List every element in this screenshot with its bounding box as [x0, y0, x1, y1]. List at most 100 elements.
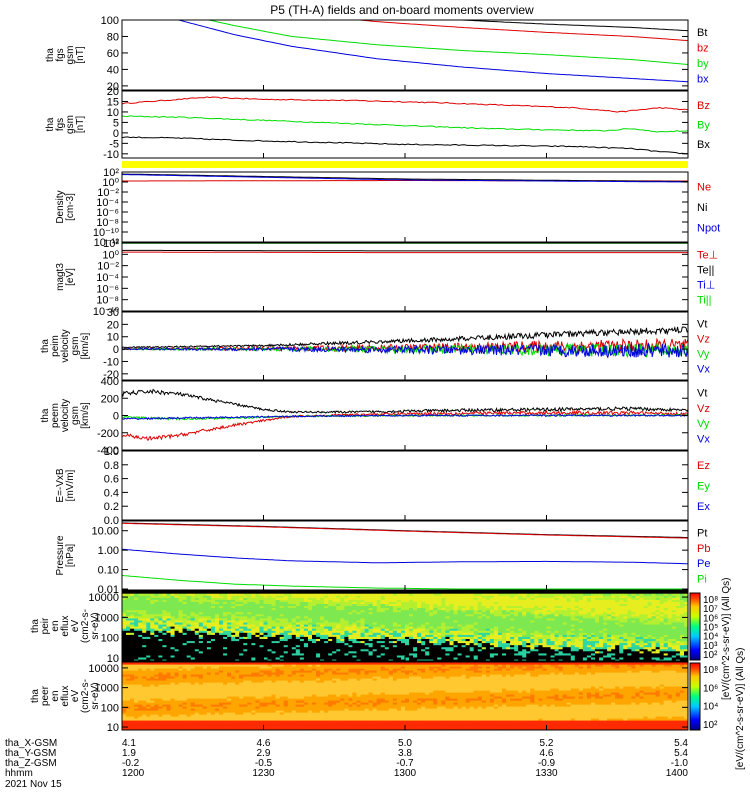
ylabel-pressure: Pressure[nPa] [55, 535, 76, 575]
frame-fgs_components [122, 91, 688, 158]
ytick-label-temperature: 10² [103, 238, 119, 250]
ylabel-line: [nPa] [65, 544, 76, 568]
date-label: 2021 Nov 15 [5, 779, 62, 790]
legend-peim_velocity-Vy: Vy [697, 349, 710, 361]
legend-fgs_components-Bz: Bz [697, 100, 710, 112]
colorbar-bottom [690, 663, 700, 730]
ytick-label-fgs_components: -5 [109, 138, 119, 150]
legend-fgs_total-bz: bz [697, 42, 709, 54]
ytick-label-fgs_components: 20 [107, 86, 119, 98]
ytick-label-peim_velocity: 10 [107, 332, 119, 344]
legend-fgs_components-Bx: Bx [697, 139, 710, 151]
axis-row-label: hhmm [5, 768, 33, 779]
ylabel-temperature: magt3[eV] [55, 263, 76, 291]
series-temperature-Te|| [122, 250, 688, 251]
legend-temperature-Ti||: Ti|| [697, 295, 711, 307]
legend-peim_velocity-Vx: Vx [697, 364, 710, 376]
axis-row-value: 1330 [535, 768, 558, 779]
ytick-label-peer_spectrogram: 10000 [88, 663, 119, 675]
axis-row-value: 1400 [666, 768, 689, 779]
ytick-label-pressure: 0.10 [98, 565, 119, 577]
panel-temperature: Te⊥Te||Ti⊥Ti||10²10⁰10⁻²10⁻⁴10⁻⁶10⁻⁸10⁻¹… [55, 238, 718, 318]
colorbar-tick: 10⁸ [703, 665, 718, 676]
ytick-label-peem_velocity: 0 [113, 411, 119, 423]
colorbar-top [690, 593, 700, 660]
ytick-label-efield: 0.4 [104, 487, 119, 499]
ylabel-line: [cm-3] [65, 193, 76, 221]
ytick-label-peim_velocity: 0 [113, 344, 119, 356]
ytick-label-efield: 0.6 [104, 474, 119, 486]
ytick-label-peer_spectrogram: 100 [101, 702, 119, 714]
colorbar-group: 10⁸10⁷10⁶10⁵10⁴10³10²10⁸10⁶10⁴10²[eV/(cm… [690, 578, 746, 770]
series-pressure-Pe [122, 549, 688, 564]
legend-efield-Ey: Ey [697, 481, 710, 493]
ytick-label-fgs_components: -10 [103, 149, 119, 161]
ytick-label-pressure: 1.00 [98, 545, 119, 557]
legend-temperature-Te||: Te|| [697, 265, 714, 277]
ytick-label-peim_velocity: -10 [103, 357, 119, 369]
ylabel-line: [km/s] [80, 402, 91, 429]
legend-pressure-Pe: Pe [697, 558, 710, 570]
series-fgs_components-Bx [122, 137, 688, 154]
ytick-label-fgs_components: 10 [107, 107, 119, 119]
axis-row-value: 1200 [122, 768, 145, 779]
ylabel-line: sr-eV) [90, 682, 101, 709]
frame-fgs_total [122, 20, 688, 90]
ylabel-line: [nT] [75, 46, 86, 63]
ytick-label-fgs_total: 100 [101, 15, 119, 27]
legend-temperature-Ti⊥: Ti⊥ [697, 280, 715, 292]
ylabel-line: [nT] [75, 116, 86, 133]
colorbar-label: [eV/(cm^2-s-sr-eV)] (All Qs) [735, 648, 746, 770]
axis-row-value: 1230 [252, 768, 275, 779]
legend-peem_velocity-Vz: Vz [697, 403, 710, 415]
mode-bar [122, 161, 688, 168]
ytick-label-fgs_components: 15 [107, 97, 119, 109]
series-fgs_components-By [122, 116, 688, 132]
series-fgs_components-Bz [122, 97, 688, 112]
colorbar-tick: 10² [703, 720, 718, 731]
ylabel-line: sr-eV) [90, 612, 101, 639]
ylabel-line: [eV] [65, 268, 76, 286]
legend-pressure-Pi: Pi [697, 573, 707, 585]
ytick-label-peem_velocity: -200 [97, 428, 119, 440]
panel-density: NeNiNpot10²10⁰10⁻²10⁻⁴10⁻⁶10⁻⁸10⁻¹⁰10⁻¹²… [55, 167, 720, 249]
frame-density [122, 172, 688, 242]
legend-fgs_total-bx: bx [697, 73, 709, 85]
series-group-peim_velocity [122, 327, 688, 358]
series-peem_velocity-Vx [122, 415, 688, 420]
frame-efield [122, 451, 688, 520]
colorbar-label-top: [eV/(cm^2-s-sr-eV)] (All Qs) [721, 578, 732, 700]
ytick-label-peir_spectrogram: 10000 [88, 592, 119, 604]
legend-pressure-Pb: Pb [697, 543, 710, 555]
ytick-label-fgs_components: 0 [113, 128, 119, 140]
colorbar-tick: 10² [703, 650, 718, 661]
legend-peem_velocity-Vx: Vx [697, 433, 710, 445]
ytick-label-peim_velocity: 30 [107, 307, 119, 319]
legend-density-Ne: Ne [697, 181, 711, 193]
ylabel-efield: E=-VxB[mV/m] [55, 468, 76, 503]
axis-row-value: 1300 [394, 768, 417, 779]
ytick-label-peim_velocity: 20 [107, 319, 119, 331]
ytick-label-pressure: 10.00 [91, 526, 119, 538]
series-group-fgs_components [122, 97, 688, 154]
ytick-label-temperature: 10⁻² [97, 261, 119, 273]
frame-temperature [122, 243, 688, 311]
ytick-label-temperature: 10⁻⁴ [96, 272, 119, 284]
series-group-density [122, 174, 688, 182]
ytick-label-efield: 1.0 [104, 446, 119, 458]
ytick-label-fgs_total: 60 [107, 48, 119, 60]
ylabel-line: [mV/m] [65, 469, 76, 501]
